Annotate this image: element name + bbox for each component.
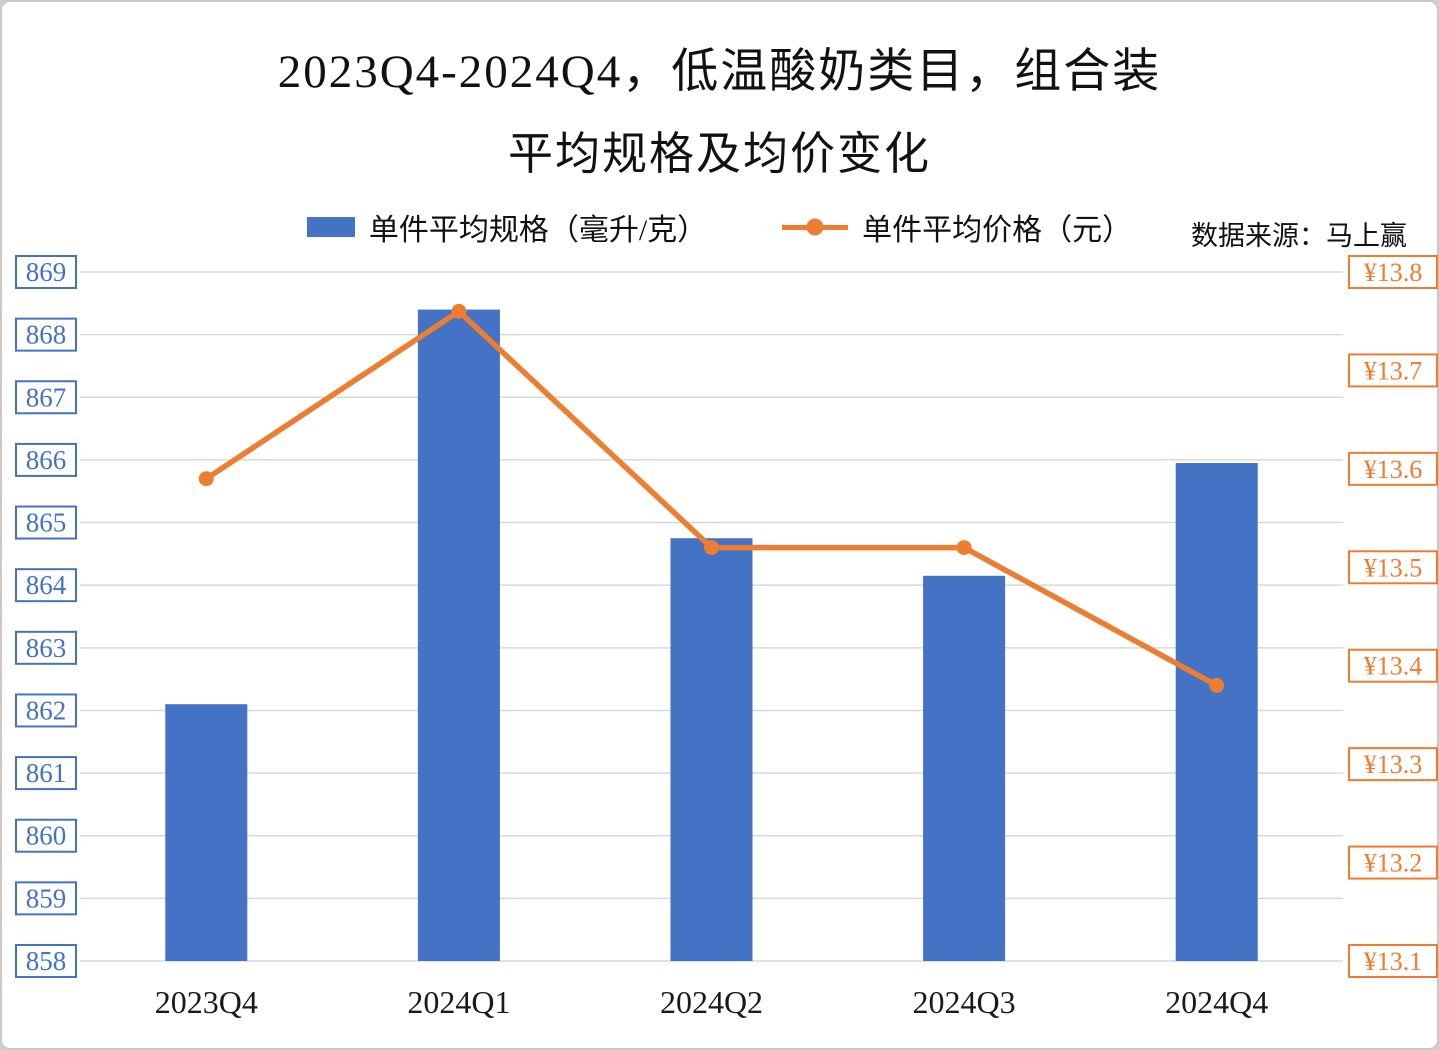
- right-axis-tick-label: ¥13.4: [1364, 652, 1423, 681]
- line-marker-icon: [806, 218, 824, 236]
- bar: [670, 538, 753, 961]
- line-point: [198, 471, 214, 487]
- x-axis-category-label: 2024Q3: [913, 984, 1016, 1020]
- chart-title-line2: 平均规格及均价变化: [507, 129, 931, 179]
- left-axis-tick-label: 869: [26, 257, 67, 287]
- legend: 单件平均规格（毫升/克） 单件平均价格（元） 数据来源：马上赢: [2, 204, 1437, 251]
- left-axis-tick-label: 868: [26, 320, 67, 350]
- x-axis-category-label: 2024Q1: [407, 984, 510, 1020]
- bar: [923, 575, 1006, 961]
- legend-line-label: 单件平均价格（元）: [862, 214, 1133, 247]
- bar-swatch-icon: [306, 217, 355, 237]
- left-axis-tick-box: [15, 380, 77, 415]
- right-axis-tick-label: ¥13.5: [1364, 553, 1423, 582]
- combo-chart: 869 868 867 866 865 864 863 862 861 860 859 858 ¥13.…: [15, 255, 1438, 1020]
- right-axis-tick-box: [1348, 451, 1438, 486]
- left-axis-tick-box: [15, 756, 77, 791]
- right-axis-tick-box: [1348, 747, 1438, 782]
- right-axis-tick-box: [1348, 944, 1438, 978]
- right-axis-tick-label: ¥13.8: [1364, 258, 1423, 287]
- left-axis-tick-label: 860: [26, 821, 67, 851]
- left-axis-tick-box: [15, 881, 77, 916]
- line-swatch-icon: [782, 218, 849, 236]
- left-axis-tick-label: 858: [26, 946, 67, 976]
- x-axis-category-label: 2023Q4: [155, 984, 258, 1020]
- right-axis-tick-box: [1348, 845, 1438, 880]
- line-point: [451, 303, 467, 319]
- data-source: 数据来源：马上赢: [1191, 221, 1407, 251]
- left-axis-tick-label: 862: [26, 695, 67, 725]
- x-axis-category-label: 2024Q4: [1165, 984, 1268, 1020]
- line-point: [956, 540, 972, 556]
- left-axis-tick-label: 866: [26, 445, 67, 475]
- left-axis-tick-label: 865: [26, 508, 67, 538]
- right-axis-tick-label: ¥13.1: [1364, 947, 1423, 976]
- left-axis-tick-box: [15, 442, 77, 477]
- left-axis-tick-box: [15, 568, 77, 603]
- left-axis-tick-box: [15, 693, 77, 728]
- bar: [417, 309, 500, 962]
- left-axis-tick-box: [15, 317, 77, 352]
- legend-bar-label: 单件平均规格（毫升/克）: [368, 214, 708, 247]
- left-axis-tick-box: [15, 630, 77, 665]
- right-axis-tick-box: [1348, 648, 1438, 683]
- left-axis-tick-label: 864: [26, 570, 67, 600]
- left-axis-tick-label: 861: [26, 758, 67, 788]
- right-axis-tick-box: [1348, 550, 1438, 585]
- right-axis-tick-box: [1348, 353, 1438, 388]
- legend-item-line: 单件平均价格（元）: [782, 205, 1132, 249]
- right-axis-tick-label: ¥13.6: [1364, 455, 1423, 484]
- right-axis-tick-label: ¥13.7: [1364, 356, 1423, 385]
- right-axis-tick-label: ¥13.2: [1364, 849, 1423, 878]
- left-axis-tick-box: [15, 818, 77, 853]
- left-axis-tick-box: [15, 255, 77, 289]
- left-axis-tick-box: [15, 505, 77, 540]
- right-axis-tick-label: ¥13.3: [1364, 750, 1423, 779]
- right-axis-tick-box: [1348, 255, 1438, 289]
- bar: [165, 704, 248, 961]
- bar: [1175, 463, 1258, 961]
- x-axis-category-label: 2024Q2: [660, 984, 763, 1020]
- left-axis-tick-label: 863: [26, 633, 67, 663]
- line-point: [704, 540, 719, 556]
- chart-title-line1: 2023Q4-2024Q4，低温酸奶类目，组合装: [277, 46, 1162, 98]
- left-axis-tick-box: [15, 944, 77, 978]
- left-axis-tick-label: 859: [26, 883, 67, 913]
- line-point: [1209, 677, 1225, 693]
- legend-item-bar: 单件平均规格（毫升/克）: [306, 205, 708, 249]
- left-axis-tick-label: 867: [26, 382, 67, 412]
